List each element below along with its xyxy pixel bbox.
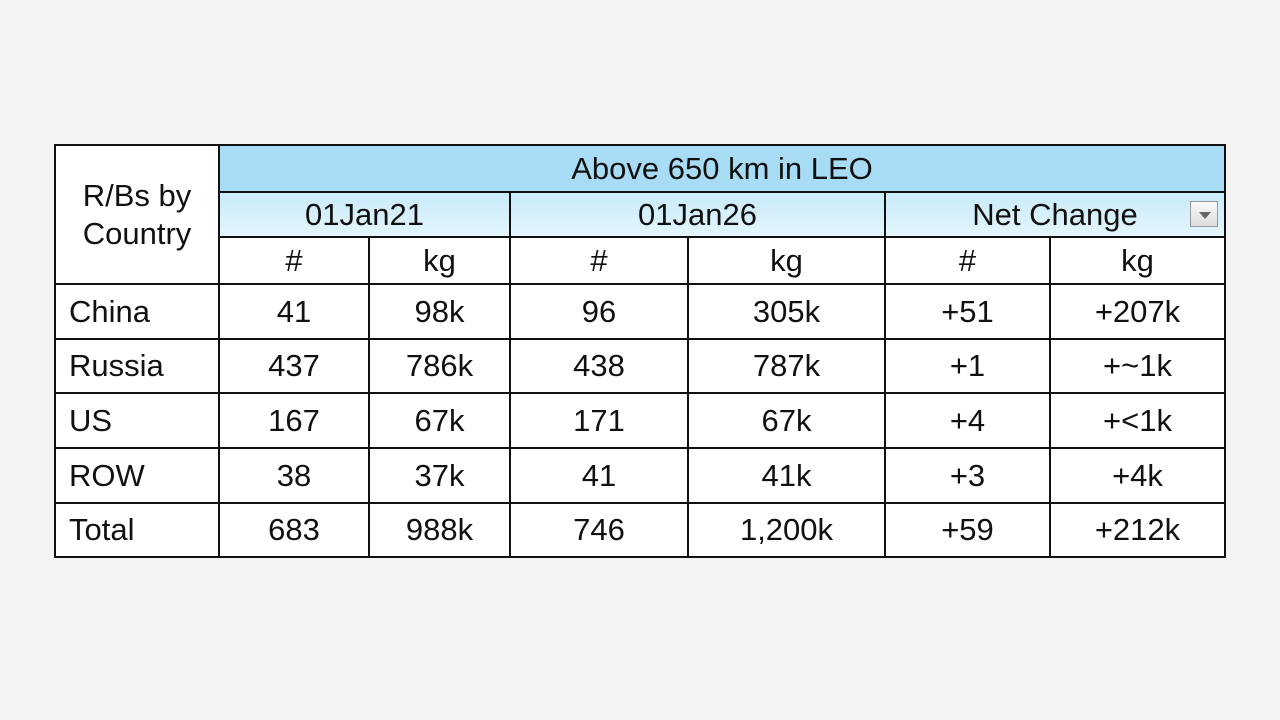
corner-header-text: R/Bs by Country (82, 178, 192, 251)
data-cell-text: 98k (414, 293, 465, 329)
row-label-text: China (69, 293, 150, 329)
data-cell: 41k (689, 449, 886, 504)
data-cell-text: +1 (949, 348, 986, 383)
row-label-text: Total (69, 512, 135, 547)
data-cell: 98k (370, 285, 511, 340)
data-cell-text: +3 (949, 457, 986, 493)
group-header: Above 650 km in LEO (220, 146, 1226, 193)
subheader: kg (1051, 238, 1226, 285)
row-label: China (56, 285, 220, 340)
subheader: # (511, 238, 689, 285)
data-cell-text: 167 (268, 402, 320, 438)
period-header-text: 01Jan26 (638, 196, 757, 232)
data-cell-text: +4k (1112, 457, 1163, 493)
row-label: ROW (56, 449, 220, 504)
subheader: kg (689, 238, 886, 285)
subheader-text: # (285, 242, 303, 278)
data-cell-text: 438 (573, 348, 625, 383)
data-cell-text: 787k (752, 348, 821, 383)
data-cell-text: 1,200k (739, 512, 834, 547)
subheader-text: kg (423, 242, 456, 278)
data-cell: +212k (1051, 504, 1226, 558)
row-label: US (56, 394, 220, 449)
data-cell: 787k (689, 340, 886, 394)
data-cell-text: 786k (405, 348, 474, 383)
group-header-text: Above 650 km in LEO (571, 150, 873, 186)
data-cell: 746 (511, 504, 689, 558)
subheader-text: # (958, 242, 977, 278)
data-cell-text: 37k (414, 457, 465, 493)
data-cell-text: +59 (941, 512, 994, 547)
period-header: 01Jan26 (511, 193, 886, 238)
data-cell: 67k (689, 394, 886, 449)
period-header-text: Net Change (972, 196, 1138, 232)
filter-dropdown[interactable] (1190, 201, 1218, 227)
data-cell-text: 67k (761, 402, 812, 438)
table: R/Bs by Country Above 650 km in LEO 01Jan2… (54, 144, 1226, 558)
data-cell: 41 (220, 285, 370, 340)
data-cell: 167 (220, 394, 370, 449)
data-cell: +3 (886, 449, 1051, 504)
row-label-text: ROW (69, 457, 145, 493)
subheader-text: kg (1121, 242, 1154, 278)
subheader-text: # (590, 242, 608, 278)
data-cell: +207k (1051, 285, 1226, 340)
data-cell: 437 (220, 340, 370, 394)
data-cell-text: 683 (268, 512, 320, 547)
data-cell: +4k (1051, 449, 1226, 504)
data-cell-text: 746 (573, 512, 625, 547)
period-header: Net Change (886, 193, 1226, 238)
data-cell: +1 (886, 340, 1051, 394)
data-cell: 37k (370, 449, 511, 504)
data-cell-text: 96 (581, 293, 617, 329)
data-cell-text: 67k (414, 402, 465, 438)
data-cell: 305k (689, 285, 886, 340)
data-cell-text: +207k (1094, 293, 1181, 329)
data-cell-text: 41k (761, 457, 812, 493)
data-cell: +~1k (1051, 340, 1226, 394)
subheader: # (220, 238, 370, 285)
data-cell-text: +<1k (1103, 402, 1172, 438)
row-label: Russia (56, 340, 220, 394)
data-cell: 988k (370, 504, 511, 558)
data-cell: 38 (220, 449, 370, 504)
data-cell-text: 41 (276, 293, 312, 329)
data-cell: 438 (511, 340, 689, 394)
row-label-text: Russia (69, 348, 164, 383)
data-cell: 1,200k (689, 504, 886, 558)
data-cell-text: 41 (581, 457, 617, 493)
period-header-text: 01Jan21 (305, 196, 424, 232)
subheader: # (886, 238, 1051, 285)
data-cell: 41 (511, 449, 689, 504)
data-cell-text: +~1k (1103, 348, 1172, 383)
data-cell-text: 171 (573, 402, 625, 438)
data-cell: 786k (370, 340, 511, 394)
data-cell-text: 437 (268, 348, 320, 383)
data-cell: 67k (370, 394, 511, 449)
data-cell: +59 (886, 504, 1051, 558)
data-cell-text: 38 (276, 457, 312, 493)
data-cell: 96 (511, 285, 689, 340)
data-cell-text: +4 (949, 402, 986, 438)
subheader: kg (370, 238, 511, 285)
corner-header: R/Bs by Country (56, 146, 220, 285)
data-cell: 683 (220, 504, 370, 558)
period-header: 01Jan21 (220, 193, 511, 238)
data-cell-text: +212k (1094, 512, 1181, 547)
subheader-text: kg (770, 242, 803, 278)
data-cell: 171 (511, 394, 689, 449)
data-cell: +51 (886, 285, 1051, 340)
data-cell: +<1k (1051, 394, 1226, 449)
row-label: Total (56, 504, 220, 558)
data-cell-text: +51 (941, 293, 994, 329)
data-cell: +4 (886, 394, 1051, 449)
data-cell-text: 988k (405, 512, 474, 547)
row-label-text: US (69, 402, 113, 438)
data-cell-text: 305k (752, 293, 821, 329)
